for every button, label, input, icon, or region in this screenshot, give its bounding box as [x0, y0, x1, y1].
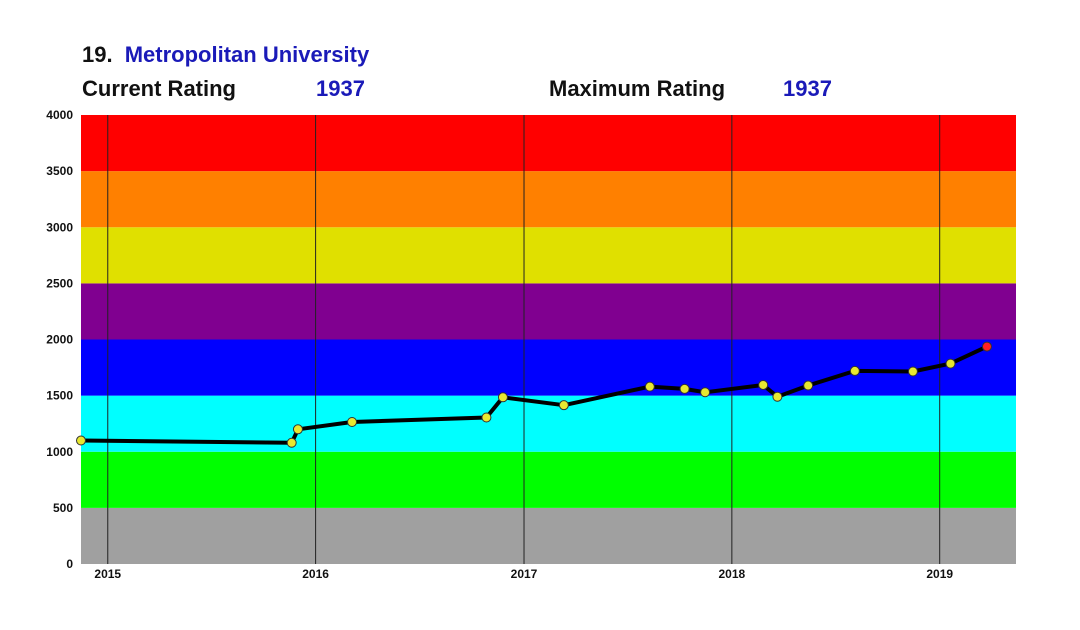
rating-band-6	[81, 171, 1016, 228]
x-tick-label: 2018	[719, 567, 746, 581]
x-tick-label: 2017	[511, 567, 538, 581]
y-tick-label: 2000	[46, 333, 73, 347]
current-rating-label: Current Rating	[82, 76, 236, 101]
max-rating-label: Maximum Rating	[549, 76, 726, 101]
rating-point	[497, 392, 508, 403]
rating-band-4	[81, 283, 1016, 340]
rating-point	[907, 366, 918, 377]
y-tick-label: 3000	[46, 220, 73, 234]
rating-point	[481, 412, 492, 423]
latest-rating-point	[981, 341, 992, 352]
rating-point	[679, 383, 690, 394]
y-tick-label: 1000	[46, 445, 73, 459]
y-tick-label: 2500	[46, 276, 73, 290]
x-tick-label: 2015	[94, 567, 121, 581]
y-tick-label: 1500	[46, 389, 73, 403]
rating-point	[292, 424, 303, 435]
x-tick-label: 2016	[302, 567, 329, 581]
rating-point	[772, 391, 783, 402]
rating-point	[558, 400, 569, 411]
rating-point	[286, 437, 297, 448]
y-tick-label: 3500	[46, 164, 73, 178]
rating-point	[347, 417, 358, 428]
rating-point	[644, 381, 655, 392]
y-tick-label: 4000	[46, 108, 73, 122]
rating-band-7	[81, 115, 1016, 172]
y-tick-label: 0	[66, 557, 73, 571]
y-tick-label: 500	[53, 501, 73, 515]
rating-band-3	[81, 339, 1016, 396]
rank-number: 19.	[82, 42, 113, 67]
rating-point	[700, 387, 711, 398]
rating-band-1	[81, 451, 1016, 508]
rating-band-0	[81, 507, 1016, 564]
current-rating-value: 1937	[316, 76, 365, 101]
rating-point	[945, 358, 956, 369]
rating-band-5	[81, 227, 1016, 284]
university-name: Metropolitan University	[124, 42, 370, 67]
rating-point	[76, 435, 86, 446]
max-rating-value: 1937	[783, 76, 832, 101]
rating-point	[803, 380, 814, 391]
rating-point	[758, 379, 769, 390]
x-tick-label: 2019	[926, 567, 953, 581]
page-title: 19. Metropolitan University	[82, 42, 369, 68]
rating-point	[849, 365, 860, 376]
